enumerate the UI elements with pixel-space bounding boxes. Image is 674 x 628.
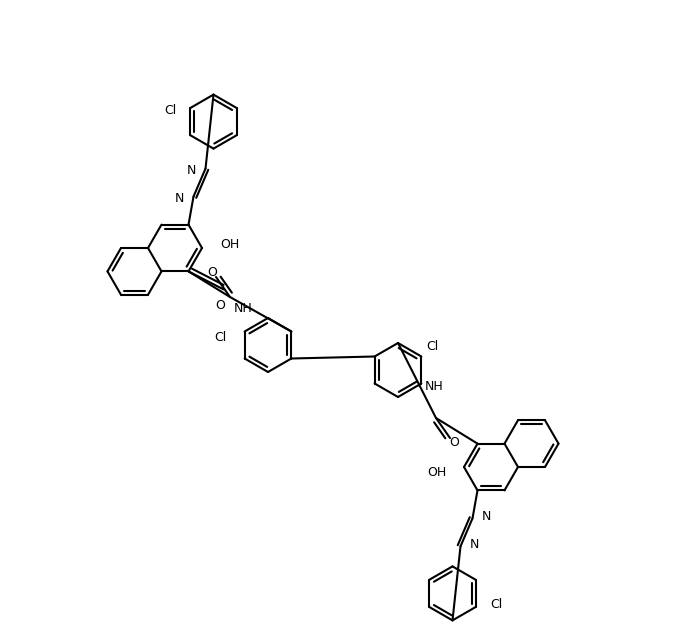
Text: OH: OH <box>220 239 239 251</box>
Text: N: N <box>187 164 197 177</box>
Text: NH: NH <box>425 380 443 393</box>
Text: Cl: Cl <box>427 340 439 353</box>
Text: N: N <box>470 538 479 551</box>
Text: O: O <box>449 435 459 448</box>
Text: Cl: Cl <box>490 598 502 612</box>
Text: N: N <box>481 510 491 523</box>
Text: Cl: Cl <box>214 331 226 344</box>
Text: OH: OH <box>427 465 446 479</box>
Text: NH: NH <box>234 301 253 315</box>
Text: O: O <box>207 266 217 279</box>
Text: O: O <box>216 299 225 312</box>
Text: Cl: Cl <box>164 104 176 117</box>
Text: N: N <box>175 192 185 205</box>
